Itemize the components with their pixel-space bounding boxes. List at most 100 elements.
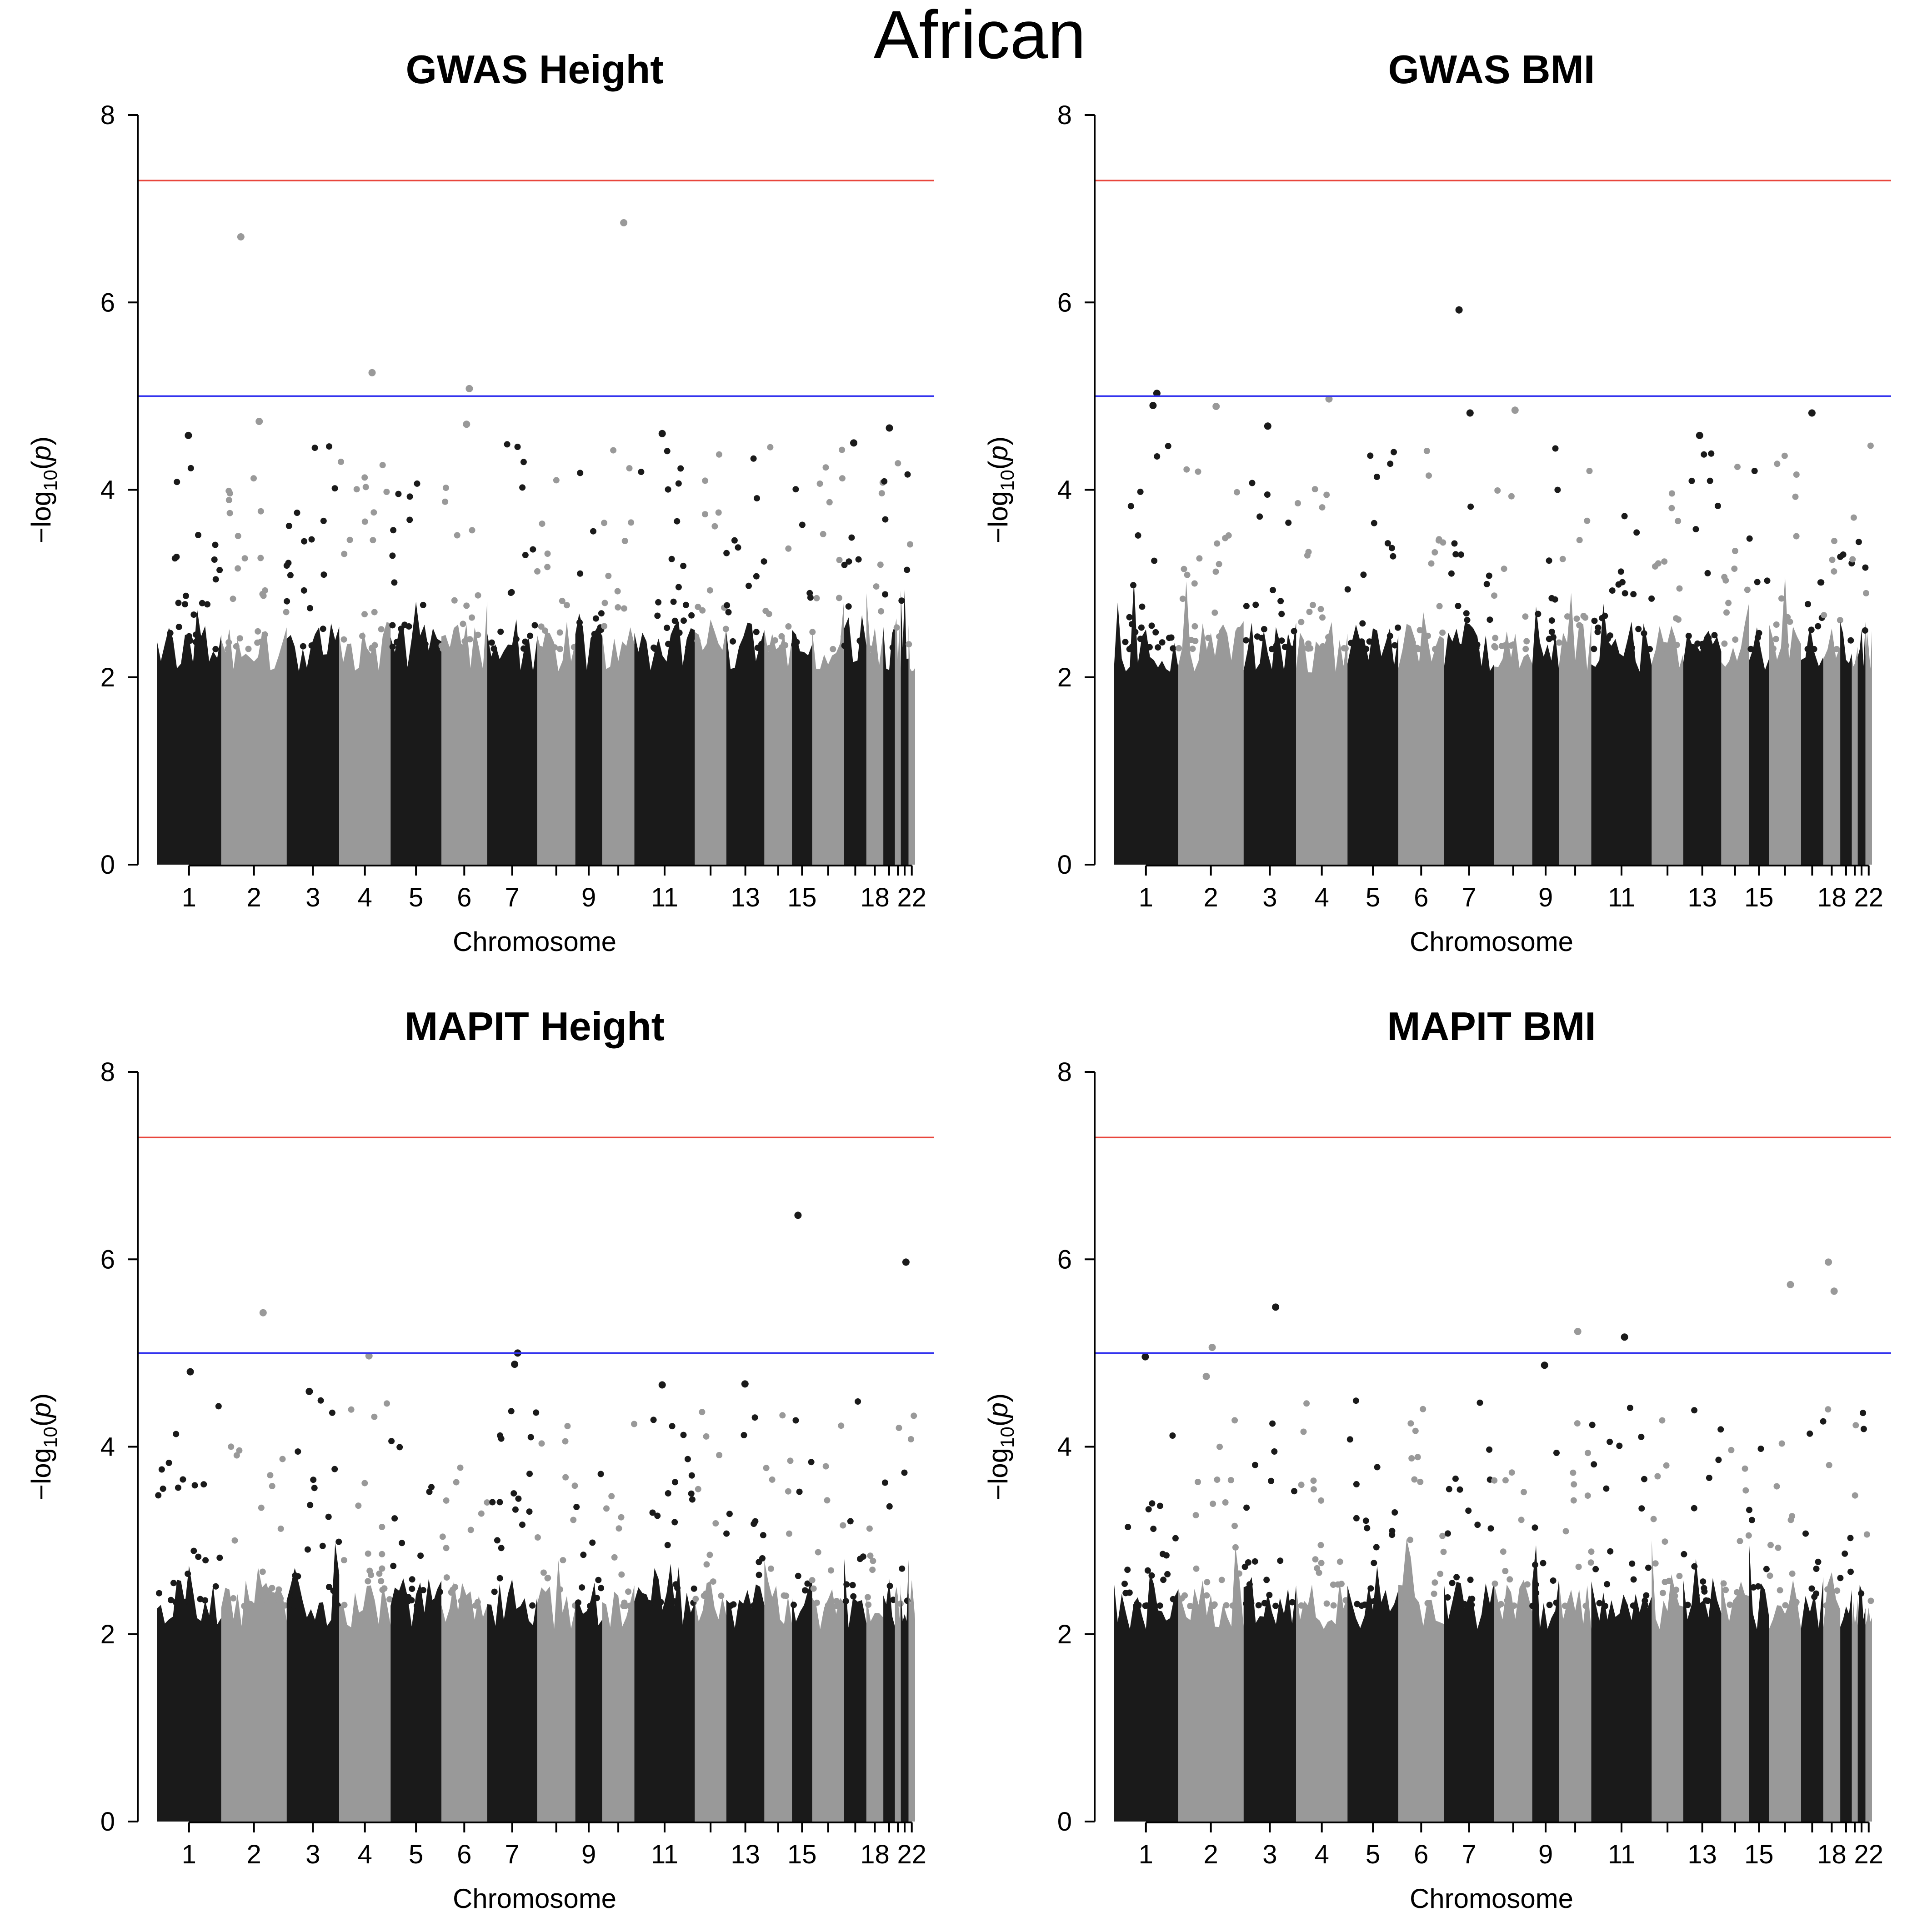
snp-point	[460, 621, 466, 627]
snp-point	[1164, 1571, 1171, 1577]
snp-point	[1156, 1602, 1163, 1609]
snp-point	[531, 622, 538, 629]
top-hit-point	[620, 219, 628, 226]
snp-point	[1792, 1601, 1799, 1607]
snp-point	[1742, 1465, 1748, 1472]
snp-point	[1847, 637, 1854, 644]
snp-point	[603, 1505, 610, 1512]
snp-point	[1684, 1602, 1691, 1608]
snp-point	[1342, 1597, 1349, 1604]
snp-point	[753, 573, 760, 580]
chromosome-band-22	[1865, 631, 1872, 865]
snp-point	[1787, 1517, 1794, 1523]
snp-point	[1425, 632, 1431, 639]
snp-point	[671, 617, 678, 624]
chromosome-band-12	[695, 619, 726, 865]
snp-point	[841, 642, 848, 649]
snp-point	[1139, 603, 1146, 610]
snp-point	[1573, 616, 1580, 622]
snp-point	[341, 1602, 348, 1608]
snp-point	[1491, 1477, 1498, 1484]
snp-point	[1192, 1512, 1199, 1519]
snp-point	[799, 521, 806, 528]
snp-point	[1183, 466, 1190, 473]
snp-point	[1486, 572, 1492, 579]
snp-point	[190, 1547, 197, 1554]
chromosome-band-7	[487, 619, 537, 865]
snp-point	[341, 551, 348, 557]
snp-point	[838, 1422, 845, 1429]
snp-point	[515, 1495, 522, 1502]
snp-point	[187, 465, 194, 471]
snp-point	[785, 1488, 791, 1495]
snp-point	[710, 645, 716, 651]
snp-point	[1285, 519, 1292, 526]
snp-point	[1556, 639, 1562, 646]
snp-point	[1330, 1582, 1336, 1588]
snp-point	[896, 1425, 902, 1431]
snp-point	[692, 1596, 699, 1602]
top-hit-point	[463, 420, 470, 428]
snp-point	[1235, 1602, 1241, 1609]
snp-point	[185, 1571, 191, 1577]
chromosome-band-5	[1347, 625, 1398, 865]
x-tick-label: 22	[897, 1840, 926, 1869]
snp-point	[1732, 548, 1738, 554]
snp-point	[1126, 646, 1133, 652]
snp-point	[592, 615, 599, 622]
snp-point	[1317, 606, 1324, 612]
snp-point	[261, 631, 268, 638]
chromosome-band-20	[1852, 1599, 1858, 1822]
chromosome-band-6	[1398, 612, 1444, 865]
snp-point	[731, 537, 738, 544]
snp-point	[202, 1557, 209, 1564]
snp-point	[395, 491, 402, 497]
x-tick-label: 6	[457, 1840, 471, 1869]
snp-point	[1270, 587, 1276, 594]
chromosome-band-8	[1494, 631, 1532, 865]
top-hit-point	[1149, 402, 1157, 409]
snp-point	[335, 1538, 342, 1545]
snp-point	[1278, 637, 1285, 644]
snp-point	[1191, 580, 1198, 587]
snp-point	[534, 568, 541, 575]
snp-point	[1477, 1399, 1483, 1406]
chromosome-band-11	[634, 621, 695, 865]
x-axis: 1 2 3 4 5 6 7 9 11 13 15 18 22 Chromosome	[182, 1822, 926, 1914]
y-tick-label: 8	[1057, 1057, 1072, 1087]
snp-point	[1587, 1559, 1594, 1566]
snp-point	[825, 1602, 831, 1609]
snp-point	[1310, 1477, 1317, 1484]
chromosome-band-1	[1114, 580, 1178, 865]
chromosome-band-14	[1721, 604, 1749, 865]
snp-point	[1318, 1497, 1325, 1504]
snp-point	[365, 1550, 371, 1557]
x-tick-label: 18	[1817, 883, 1847, 912]
snp-point	[308, 642, 315, 649]
snp-point	[1121, 1581, 1128, 1587]
snp-point	[758, 641, 765, 647]
snp-point	[498, 1545, 505, 1552]
snp-point	[1576, 537, 1583, 544]
snp-point	[877, 561, 884, 568]
snp-point	[236, 1447, 243, 1454]
snp-point	[795, 1572, 801, 1579]
x-tick-label: 6	[457, 883, 471, 912]
snp-point	[870, 1557, 876, 1564]
panel-title: GWAS BMI	[1388, 47, 1595, 92]
snp-point	[225, 639, 232, 646]
snp-point	[1212, 568, 1219, 575]
snp-point	[1255, 1602, 1262, 1609]
snp-point	[1642, 1602, 1649, 1608]
snp-point	[601, 623, 608, 630]
snp-point	[881, 1479, 888, 1486]
snp-point	[681, 617, 687, 624]
y-tick-label: 0	[100, 1807, 115, 1837]
snp-point	[241, 1602, 248, 1609]
snp-point	[699, 1409, 706, 1416]
snp-point	[1449, 1580, 1456, 1587]
snp-point	[1630, 591, 1637, 598]
snp-point	[1491, 592, 1497, 599]
snp-point	[899, 1565, 906, 1572]
snp-point	[1655, 560, 1662, 567]
